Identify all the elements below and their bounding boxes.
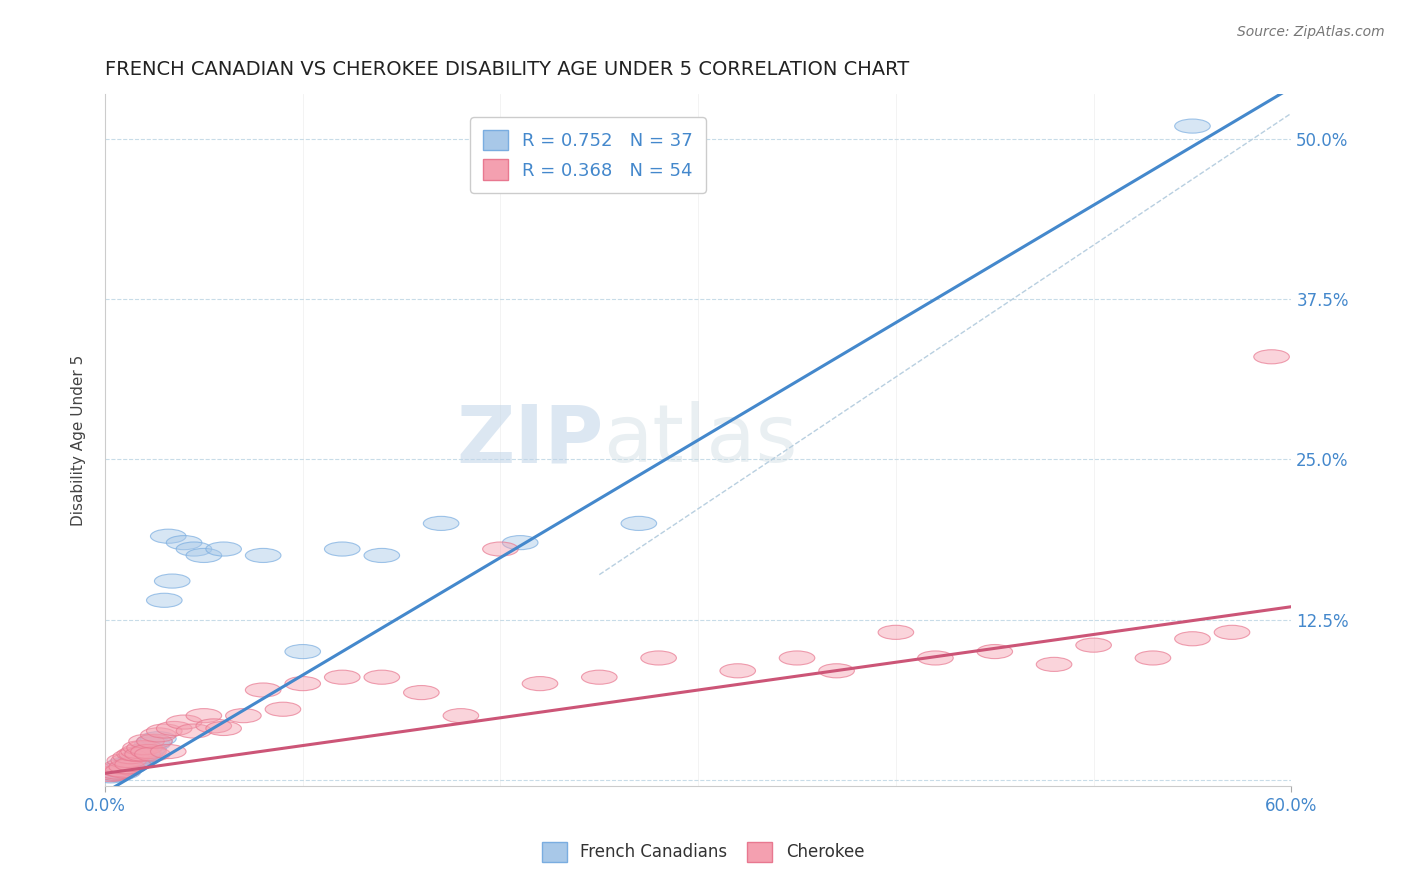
- Ellipse shape: [97, 766, 132, 780]
- Ellipse shape: [136, 734, 172, 748]
- Ellipse shape: [205, 722, 242, 736]
- Ellipse shape: [166, 715, 202, 729]
- Ellipse shape: [582, 670, 617, 684]
- Ellipse shape: [107, 757, 142, 772]
- Ellipse shape: [93, 767, 129, 781]
- Ellipse shape: [146, 593, 183, 607]
- Ellipse shape: [111, 760, 146, 774]
- Ellipse shape: [176, 542, 212, 556]
- Legend: French Canadians, Cherokee: French Canadians, Cherokee: [533, 833, 873, 871]
- Ellipse shape: [112, 749, 149, 764]
- Ellipse shape: [127, 740, 162, 755]
- Ellipse shape: [482, 542, 519, 556]
- Ellipse shape: [621, 516, 657, 531]
- Ellipse shape: [117, 755, 152, 769]
- Ellipse shape: [364, 549, 399, 563]
- Ellipse shape: [156, 722, 193, 736]
- Ellipse shape: [117, 747, 152, 761]
- Ellipse shape: [98, 765, 135, 779]
- Ellipse shape: [325, 542, 360, 556]
- Ellipse shape: [146, 724, 183, 738]
- Ellipse shape: [131, 742, 166, 756]
- Ellipse shape: [136, 734, 172, 748]
- Ellipse shape: [141, 731, 176, 746]
- Ellipse shape: [404, 686, 439, 699]
- Ellipse shape: [918, 651, 953, 665]
- Ellipse shape: [135, 747, 170, 761]
- Ellipse shape: [107, 754, 142, 767]
- Ellipse shape: [285, 645, 321, 658]
- Ellipse shape: [266, 702, 301, 716]
- Ellipse shape: [150, 745, 186, 758]
- Ellipse shape: [103, 764, 139, 778]
- Ellipse shape: [108, 760, 145, 774]
- Text: atlas: atlas: [603, 401, 797, 479]
- Ellipse shape: [103, 760, 139, 774]
- Ellipse shape: [166, 535, 202, 549]
- Ellipse shape: [131, 745, 166, 758]
- Ellipse shape: [1174, 632, 1211, 646]
- Ellipse shape: [115, 757, 150, 772]
- Ellipse shape: [121, 745, 156, 758]
- Ellipse shape: [93, 769, 129, 783]
- Ellipse shape: [720, 664, 755, 678]
- Ellipse shape: [121, 749, 156, 764]
- Text: FRENCH CANADIAN VS CHEROKEE DISABILITY AGE UNDER 5 CORRELATION CHART: FRENCH CANADIAN VS CHEROKEE DISABILITY A…: [105, 60, 910, 78]
- Legend: R = 0.752   N = 37, R = 0.368   N = 54: R = 0.752 N = 37, R = 0.368 N = 54: [470, 117, 706, 193]
- Ellipse shape: [155, 574, 190, 588]
- Ellipse shape: [1254, 350, 1289, 364]
- Ellipse shape: [101, 763, 136, 777]
- Ellipse shape: [502, 535, 538, 549]
- Ellipse shape: [127, 747, 162, 761]
- Ellipse shape: [105, 765, 141, 779]
- Ellipse shape: [1215, 625, 1250, 640]
- Ellipse shape: [141, 728, 176, 742]
- Ellipse shape: [977, 645, 1012, 658]
- Ellipse shape: [1036, 657, 1071, 672]
- Y-axis label: Disability Age Under 5: Disability Age Under 5: [72, 354, 86, 525]
- Ellipse shape: [1135, 651, 1171, 665]
- Ellipse shape: [641, 651, 676, 665]
- Ellipse shape: [186, 708, 222, 723]
- Ellipse shape: [195, 719, 232, 733]
- Ellipse shape: [364, 670, 399, 684]
- Ellipse shape: [443, 708, 478, 723]
- Ellipse shape: [779, 651, 815, 665]
- Ellipse shape: [1076, 638, 1111, 652]
- Ellipse shape: [176, 724, 212, 738]
- Ellipse shape: [105, 764, 141, 778]
- Ellipse shape: [111, 754, 146, 767]
- Ellipse shape: [246, 683, 281, 697]
- Ellipse shape: [97, 766, 132, 780]
- Ellipse shape: [122, 749, 159, 764]
- Ellipse shape: [112, 757, 149, 772]
- Ellipse shape: [522, 676, 558, 690]
- Ellipse shape: [115, 755, 150, 769]
- Ellipse shape: [120, 747, 155, 761]
- Ellipse shape: [98, 767, 135, 781]
- Ellipse shape: [135, 737, 170, 751]
- Ellipse shape: [818, 664, 855, 678]
- Ellipse shape: [225, 708, 262, 723]
- Ellipse shape: [101, 765, 136, 779]
- Ellipse shape: [1174, 119, 1211, 133]
- Text: ZIP: ZIP: [456, 401, 603, 479]
- Ellipse shape: [125, 747, 160, 761]
- Ellipse shape: [325, 670, 360, 684]
- Ellipse shape: [879, 625, 914, 640]
- Ellipse shape: [150, 529, 186, 543]
- Ellipse shape: [120, 752, 155, 766]
- Ellipse shape: [423, 516, 458, 531]
- Ellipse shape: [246, 549, 281, 563]
- Text: Source: ZipAtlas.com: Source: ZipAtlas.com: [1237, 25, 1385, 39]
- Ellipse shape: [285, 676, 321, 690]
- Ellipse shape: [129, 734, 165, 748]
- Ellipse shape: [122, 740, 159, 755]
- Ellipse shape: [186, 549, 222, 563]
- Ellipse shape: [129, 745, 165, 758]
- Ellipse shape: [205, 542, 242, 556]
- Ellipse shape: [107, 763, 142, 777]
- Ellipse shape: [125, 747, 160, 761]
